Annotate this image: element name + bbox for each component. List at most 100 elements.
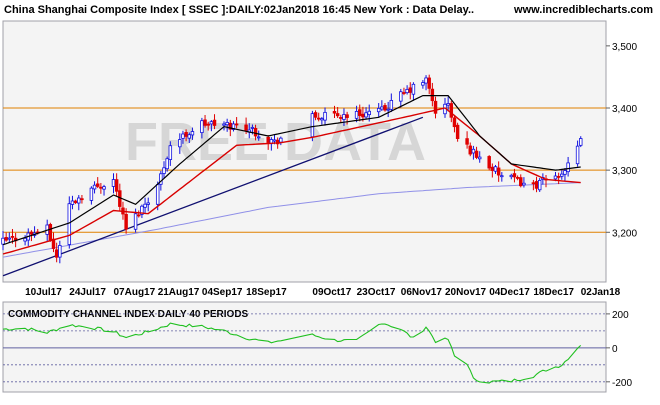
candle-111 xyxy=(512,168,517,183)
candle-body-14 xyxy=(58,245,62,258)
candle-16 xyxy=(70,195,75,210)
candle-body-109 xyxy=(500,175,504,178)
candle-14 xyxy=(58,240,62,264)
date-tick-label-5: 18Sep17 xyxy=(246,287,287,298)
candle-body-7 xyxy=(29,231,34,235)
candle-body-90 xyxy=(421,82,425,86)
candle-body-19 xyxy=(80,198,84,201)
candle-body-91 xyxy=(424,77,428,84)
candle-body-110 xyxy=(509,174,514,178)
candle-body-50 xyxy=(222,123,226,126)
candle-13 xyxy=(54,242,59,263)
candle-112 xyxy=(515,175,520,181)
candle-body-22 xyxy=(95,183,100,187)
candle-body-87 xyxy=(405,88,409,94)
candle-body-15 xyxy=(67,203,72,245)
candle-body-93 xyxy=(430,88,435,102)
cci-line xyxy=(2,322,582,384)
date-tick-label-12: 02Jan18 xyxy=(581,287,621,298)
candle-body-54 xyxy=(234,123,239,126)
candle-99 xyxy=(455,122,460,142)
candle-97 xyxy=(449,100,454,123)
candle-body-36 xyxy=(159,173,163,185)
site-url[interactable]: www.incrediblecharts.com xyxy=(513,4,653,16)
candle-37 xyxy=(162,161,166,179)
candle-59 xyxy=(256,130,261,141)
candle-105 xyxy=(487,155,491,171)
date-axis: 10Jul17 24Jul17 07Aug17 21Aug17 04Sep17 18Sep… xyxy=(25,287,621,298)
candle-body-62 xyxy=(272,139,277,142)
candle-115 xyxy=(531,179,536,191)
candle-body-115 xyxy=(531,182,536,185)
candle-body-71 xyxy=(335,113,340,117)
candle-body-100 xyxy=(465,138,469,145)
candle-17 xyxy=(73,199,78,205)
candle-body-64 xyxy=(279,137,283,143)
candle-body-46 xyxy=(203,119,207,126)
candle-body-48 xyxy=(209,121,214,125)
candle-body-78 xyxy=(364,112,368,118)
candle-body-40 xyxy=(178,139,182,148)
candle-93 xyxy=(430,82,435,107)
candle-body-83 xyxy=(386,108,390,111)
date-tick-label-9: 20Nov17 xyxy=(445,287,487,298)
candle-body-82 xyxy=(383,105,387,111)
price-tick-label-2: 3,400 xyxy=(612,104,637,115)
candle-109 xyxy=(500,172,504,182)
candle-body-76 xyxy=(358,109,362,116)
candle-43 xyxy=(187,132,191,144)
date-tick-label-8: 06Nov17 xyxy=(401,287,443,298)
price-tick-label-3: 3,500 xyxy=(612,42,637,53)
date-tick-label-2: 07Aug17 xyxy=(113,287,155,298)
candle-40 xyxy=(178,133,182,154)
candle-body-17 xyxy=(73,200,78,203)
candle-body-57 xyxy=(250,127,255,129)
candle-67 xyxy=(316,112,321,122)
candle-body-66 xyxy=(313,112,318,118)
candle-60 xyxy=(266,135,270,150)
candle-body-88 xyxy=(408,87,412,93)
price-level-lines xyxy=(3,107,606,233)
candle-51 xyxy=(225,118,229,132)
candle-113 xyxy=(519,174,523,188)
chart-title: China Shanghai Composite Index [ SSEC ]:… xyxy=(4,4,474,16)
candle-body-59 xyxy=(256,136,261,139)
candle-42 xyxy=(184,129,188,142)
candle-110 xyxy=(509,173,514,180)
candle-body-75 xyxy=(354,110,359,119)
candle-body-112 xyxy=(515,176,520,179)
candle-76 xyxy=(358,104,362,122)
candle-body-106 xyxy=(490,166,495,171)
candle-88 xyxy=(408,82,412,100)
trendline-line xyxy=(2,116,424,277)
candle-44 xyxy=(190,127,195,140)
watermark: FREE DATA xyxy=(125,112,426,172)
candle-body-42 xyxy=(184,131,188,137)
date-tick-label-11: 18Dec17 xyxy=(533,287,574,298)
date-tick-label-3: 21Aug17 xyxy=(158,287,200,298)
candle-body-124 xyxy=(566,162,570,173)
candle-91 xyxy=(424,75,428,91)
candle-body-81 xyxy=(380,106,384,110)
candle-58 xyxy=(253,124,258,141)
cci-panel xyxy=(2,301,607,393)
candle-32 xyxy=(140,204,144,219)
candle-18 xyxy=(77,195,81,211)
candle-34 xyxy=(146,197,150,212)
candle-89 xyxy=(411,82,416,101)
candle-body-37 xyxy=(162,167,166,174)
candle-123 xyxy=(563,167,567,182)
candle-29 xyxy=(124,208,128,234)
candle-84 xyxy=(389,93,394,113)
candle-21 xyxy=(92,181,97,194)
candle-53 xyxy=(231,121,236,132)
date-tick-label-10: 04Dec17 xyxy=(489,287,530,298)
candle-81 xyxy=(380,100,384,112)
candle-117 xyxy=(537,178,542,192)
candle-body-105 xyxy=(487,156,491,169)
candle-body-32 xyxy=(140,205,144,215)
candle-body-97 xyxy=(449,103,454,118)
candle-2 xyxy=(7,232,12,243)
date-tick-label-4: 04Sep17 xyxy=(202,287,243,298)
